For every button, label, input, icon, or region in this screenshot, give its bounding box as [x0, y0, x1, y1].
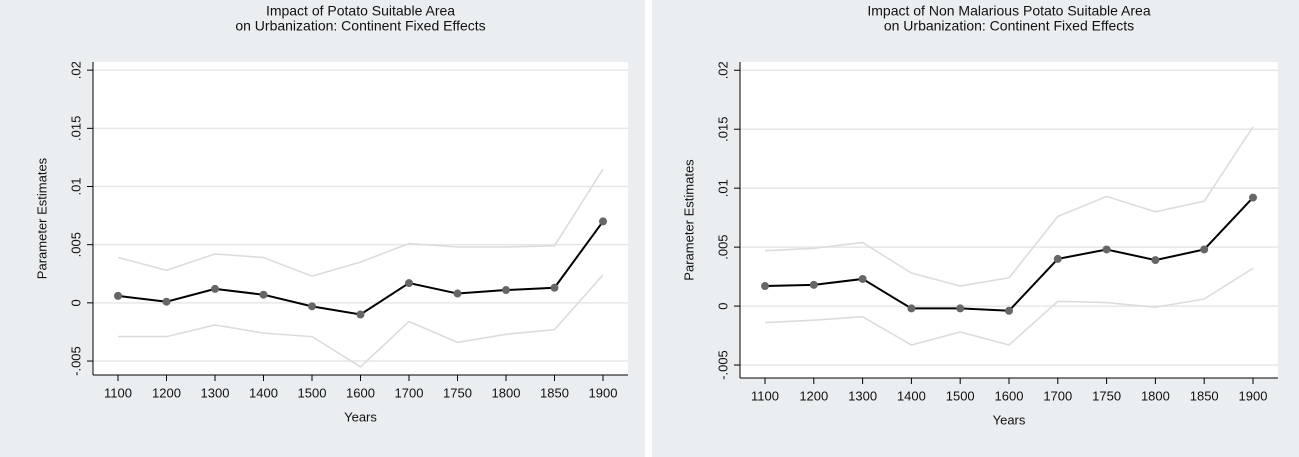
point — [550, 283, 559, 292]
y-axis-label: Parameter Estimates — [681, 159, 696, 281]
x-tick-label: 1200 — [799, 388, 828, 403]
x-tick-label: 1400 — [249, 385, 278, 400]
point — [1200, 245, 1209, 254]
x-tick-label: 1100 — [104, 385, 132, 400]
x-tick-label: 1900 — [1239, 388, 1268, 403]
point — [356, 310, 365, 319]
y-tick-label: .015 — [68, 116, 83, 141]
point — [453, 289, 462, 298]
x-tick-label: 1400 — [897, 388, 926, 403]
point — [907, 304, 916, 313]
chart-title: Impact of Potato Suitable Area — [266, 3, 455, 19]
x-tick-label: 1300 — [848, 388, 877, 403]
y-tick-label: .005 — [68, 232, 83, 257]
y-tick-label: 0 — [68, 299, 83, 306]
x-tick-label: 1700 — [395, 385, 424, 400]
point — [1249, 193, 1257, 202]
point — [809, 280, 818, 289]
point — [761, 282, 769, 291]
point — [1053, 254, 1062, 263]
x-tick-label: 1850 — [540, 385, 569, 400]
y-tick-label: -.005 — [68, 346, 83, 376]
series-line — [764, 267, 1254, 346]
point — [1102, 245, 1111, 254]
chart-title: Impact of Non Malarious Potato Suitable … — [867, 3, 1150, 19]
series-line — [117, 168, 604, 277]
chart-title: on Urbanization: Continent Fixed Effects — [884, 18, 1134, 34]
point — [599, 217, 607, 226]
x-axis-label: Years — [344, 409, 377, 424]
x-tick-label: 1200 — [152, 385, 181, 400]
point — [1151, 256, 1160, 265]
y-tick-label: .005 — [715, 234, 730, 259]
x-tick-label: 1850 — [1190, 388, 1219, 403]
point — [405, 279, 413, 288]
point — [308, 302, 316, 311]
point — [1005, 306, 1013, 315]
x-tick-label: 1100 — [751, 388, 779, 403]
x-tick-label: 1300 — [201, 385, 230, 400]
y-tick-label: .01 — [68, 177, 83, 195]
y-tick-label: .015 — [715, 117, 730, 142]
plot-area — [740, 62, 1278, 378]
x-tick-label: 1750 — [1092, 388, 1121, 403]
point — [502, 286, 510, 295]
y-tick-label: .02 — [715, 61, 730, 79]
x-tick-label: 1750 — [443, 385, 472, 400]
x-tick-label: 1500 — [298, 385, 327, 400]
y-tick-label: .02 — [68, 61, 83, 79]
point — [211, 284, 219, 293]
point — [162, 297, 171, 306]
point — [114, 291, 122, 300]
x-tick-label: 1600 — [346, 385, 375, 400]
point — [956, 304, 965, 313]
x-tick-label: 1900 — [589, 385, 618, 400]
y-tick-label: -.005 — [715, 350, 730, 380]
series-line — [118, 274, 604, 368]
chart-title: on Urbanization: Continent Fixed Effects — [235, 18, 485, 34]
point — [259, 290, 268, 299]
x-tick-label: 1500 — [946, 388, 975, 403]
x-tick-label: 1800 — [1141, 388, 1170, 403]
y-tick-label: 0 — [715, 302, 730, 309]
series-line — [764, 126, 1254, 287]
point — [858, 274, 867, 283]
x-tick-label: 1600 — [995, 388, 1024, 403]
plot-area — [93, 62, 628, 375]
x-axis-label: Years — [993, 412, 1026, 427]
x-tick-label: 1800 — [492, 385, 521, 400]
x-tick-label: 1700 — [1043, 388, 1072, 403]
y-tick-label: .01 — [715, 179, 730, 197]
y-axis-label: Parameter Estimates — [34, 157, 49, 279]
